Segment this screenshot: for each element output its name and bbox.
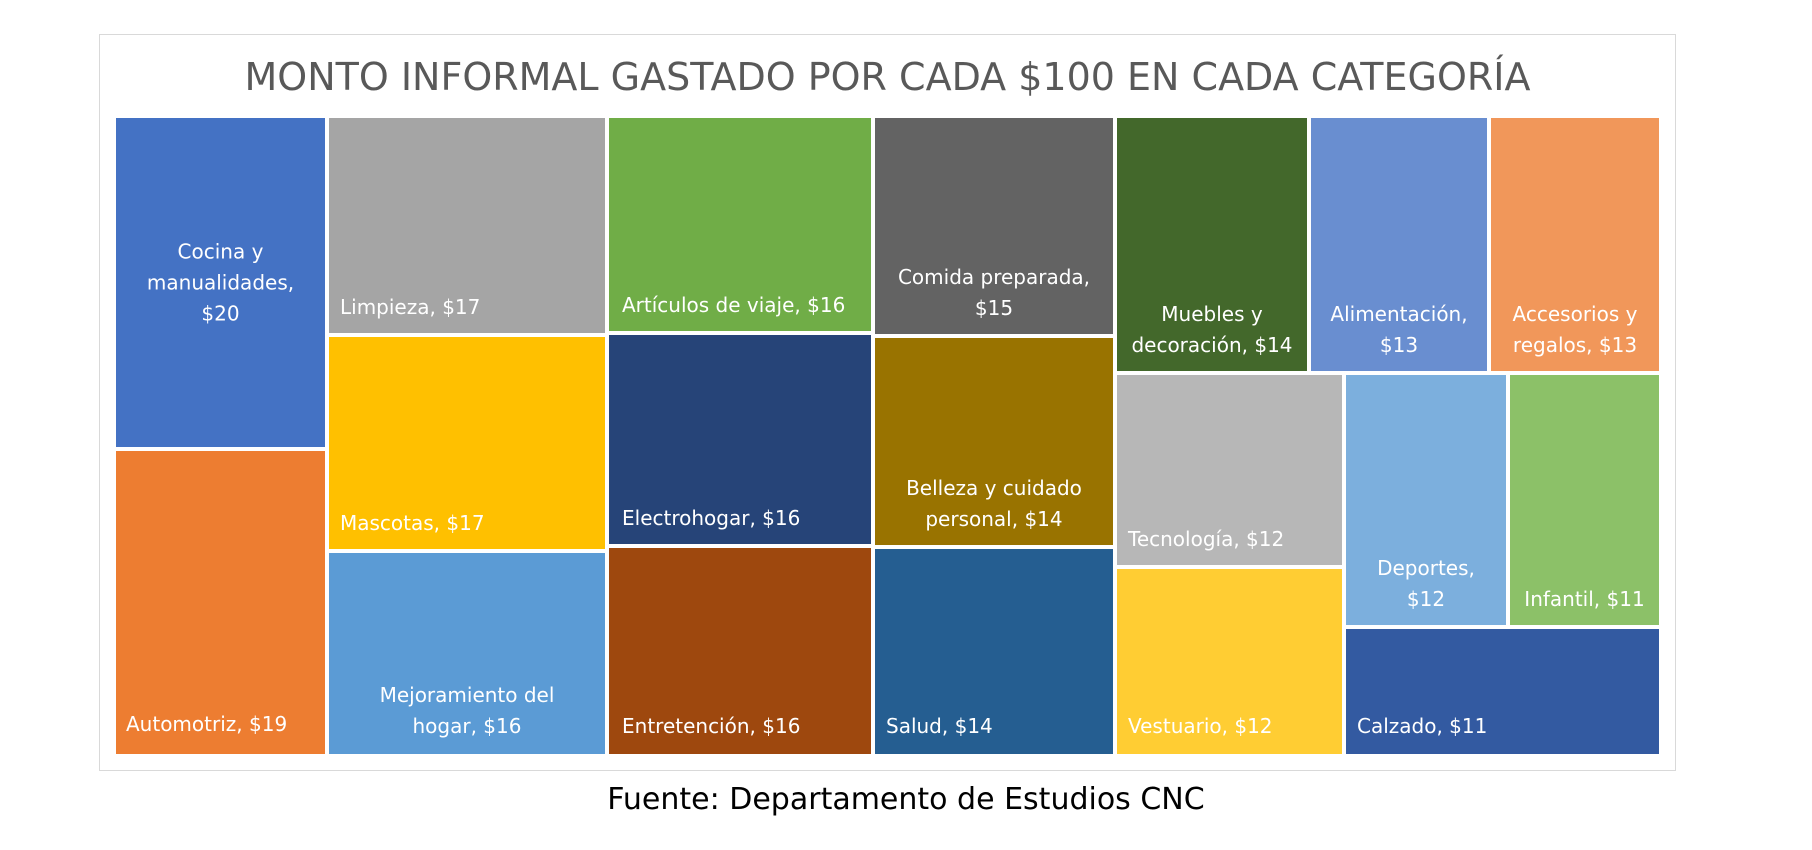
treemap-tile-label: Infantil, $11 bbox=[1524, 587, 1645, 611]
treemap-tile-label: Mejoramiento del hogar, $16 bbox=[379, 683, 555, 738]
treemap-tile-limpieza: Limpieza, $17 bbox=[329, 118, 605, 333]
treemap-tile-belleza-y-cuidado-personal: Belleza y cuidado personal, $14 bbox=[875, 338, 1113, 545]
treemap-tile-deportes: Deportes, $12 bbox=[1346, 375, 1506, 625]
treemap-tile-label: Comida preparada, $15 bbox=[897, 265, 1091, 320]
treemap-tile-infantil: Infantil, $11 bbox=[1510, 375, 1659, 625]
treemap-tile-label: Alimentación, $13 bbox=[1330, 302, 1468, 357]
treemap-tile-label: Electrohogar, $16 bbox=[622, 506, 801, 530]
treemap-tile-label: Tecnología, $12 bbox=[1128, 527, 1285, 551]
treemap-tile-entretencion: Entretención, $16 bbox=[609, 548, 871, 754]
treemap-tile-label: Artículos de viaje, $16 bbox=[622, 293, 846, 317]
treemap-tile-label: Belleza y cuidado personal, $14 bbox=[906, 476, 1082, 531]
treemap-tile-calzado: Calzado, $11 bbox=[1346, 629, 1659, 754]
treemap-tile-label: Muebles y decoración, $14 bbox=[1131, 302, 1293, 357]
treemap-tile-label: Entretención, $16 bbox=[622, 714, 801, 738]
source-caption: Fuente: Departamento de Estudios CNC bbox=[607, 782, 1205, 817]
treemap-tile-electrohogar: Electrohogar, $16 bbox=[609, 335, 871, 544]
treemap-tile-label: Calzado, $11 bbox=[1357, 714, 1488, 738]
treemap-tile-accesorios-y-regalos: Accesorios y regalos, $13 bbox=[1491, 118, 1659, 371]
treemap-tile-mejoramiento-del-hogar: Mejoramiento del hogar, $16 bbox=[329, 553, 605, 754]
treemap-tile-label: Accesorios y regalos, $13 bbox=[1512, 302, 1638, 357]
treemap-tile-label: Limpieza, $17 bbox=[340, 295, 481, 319]
treemap-tile-automotriz: Automotriz, $19 bbox=[116, 451, 325, 754]
treemap-tile-alimentacion: Alimentación, $13 bbox=[1311, 118, 1487, 371]
treemap-tile-salud: Salud, $14 bbox=[875, 549, 1113, 754]
treemap-tile-cocina-y-manualidades: Cocina y manualidades, $20 bbox=[116, 118, 325, 447]
treemap-tile-vestuario: Vestuario, $12 bbox=[1117, 569, 1342, 754]
treemap-tile-tecnologia: Tecnología, $12 bbox=[1117, 375, 1342, 565]
treemap-tile-label: Salud, $14 bbox=[886, 714, 993, 738]
treemap-tile-label: Automotriz, $19 bbox=[126, 712, 288, 736]
treemap-tile-label: Vestuario, $12 bbox=[1128, 714, 1273, 738]
treemap: Cocina y manualidades, $20 Automotriz, $1… bbox=[116, 118, 1659, 754]
treemap-tile-articulos-de-viaje: Artículos de viaje, $16 bbox=[609, 118, 871, 331]
treemap-tile-comida-preparada: Comida preparada, $15 bbox=[875, 118, 1113, 334]
chart-title: MONTO INFORMAL GASTADO POR CADA $100 EN … bbox=[244, 55, 1531, 99]
treemap-tile-mascotas: Mascotas, $17 bbox=[329, 337, 605, 549]
treemap-tile-muebles-y-decoracion: Muebles y decoración, $14 bbox=[1117, 118, 1307, 371]
treemap-tile-label: Cocina y manualidades, $20 bbox=[146, 239, 295, 325]
treemap-tile-label: Mascotas, $17 bbox=[340, 511, 485, 535]
treemap-tile-label: Deportes, $12 bbox=[1377, 556, 1475, 611]
